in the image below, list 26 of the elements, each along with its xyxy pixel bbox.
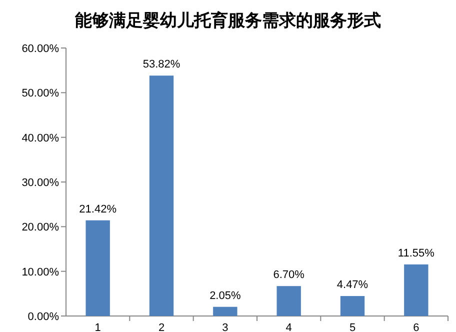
y-tick-label: 60.00% — [22, 43, 60, 55]
bar — [276, 286, 301, 316]
y-tick-label: 50.00% — [22, 88, 60, 100]
y-tick-label: 0.00% — [28, 311, 60, 323]
data-label: 6.70% — [273, 269, 305, 282]
bar — [149, 76, 174, 316]
x-tick-label: 3 — [222, 322, 228, 332]
data-label: 11.55% — [398, 247, 435, 260]
bar — [86, 220, 110, 316]
x-tick-label: 1 — [94, 322, 101, 332]
data-label: 2.05% — [210, 290, 241, 302]
data-label: 4.47% — [336, 279, 368, 292]
y-tick-label: 10.00% — [22, 266, 60, 278]
chart-title: 能够满足婴幼儿托育服务需求的服务形式 — [75, 10, 381, 30]
bar — [213, 306, 238, 316]
y-tick-label: 40.00% — [22, 132, 60, 144]
x-tick-label: 6 — [413, 322, 420, 332]
x-tick-label: 5 — [349, 322, 356, 332]
y-tick-label: 30.00% — [22, 177, 60, 189]
x-tick-label: 4 — [286, 322, 292, 332]
x-tick-label: 2 — [158, 322, 165, 332]
bar — [404, 264, 428, 316]
y-tick-label: 20.00% — [22, 222, 60, 234]
data-label: 21.42% — [79, 203, 117, 216]
data-label: 53.82% — [142, 58, 180, 71]
bar — [340, 296, 365, 316]
